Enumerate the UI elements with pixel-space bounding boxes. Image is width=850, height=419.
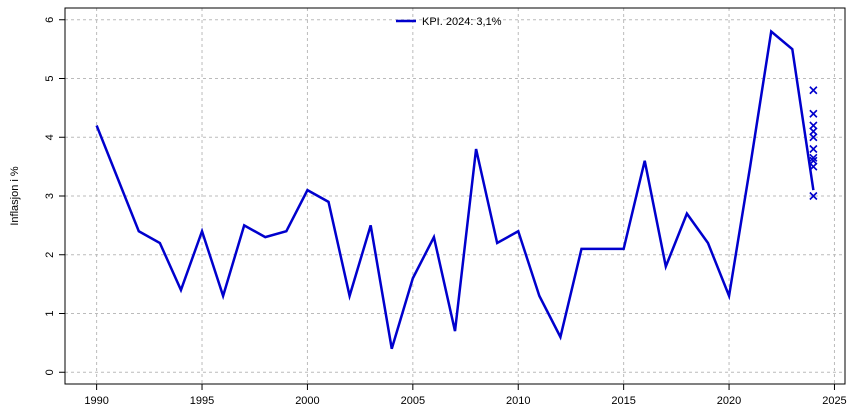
y-tick-label: 4 [44, 134, 56, 140]
marker [809, 109, 818, 118]
x-tick-label: 2000 [295, 395, 319, 407]
x-tick-label: 1990 [84, 395, 108, 407]
x-tick-label: 2020 [717, 395, 741, 407]
marker [809, 86, 818, 95]
marker [809, 162, 818, 171]
marker [809, 153, 818, 162]
y-tick-label: 6 [44, 17, 56, 23]
line [95, 29, 815, 350]
x-tick-label: 2015 [611, 395, 635, 407]
x-tick-label: 2025 [822, 395, 846, 407]
marker [809, 156, 818, 165]
marker [809, 144, 818, 154]
y-tick-label: 2 [44, 252, 56, 258]
marker [809, 121, 818, 130]
x-tick-label: 2005 [401, 395, 425, 407]
y-axis-label: Inflasjon i % [9, 166, 21, 226]
marker [809, 127, 818, 136]
y-tick-label: 1 [44, 310, 56, 316]
plot-border [64, 7, 846, 385]
marker [809, 133, 818, 142]
y-tick-label: 5 [44, 75, 56, 81]
x-tick-label: 2010 [506, 395, 530, 407]
x-tick-label: 1995 [190, 395, 214, 407]
legend-label: KPI. 2024: 3,1% [422, 16, 502, 28]
y-tick-label: 0 [44, 369, 56, 375]
marker [809, 191, 818, 201]
y-tick-label: 3 [44, 193, 56, 199]
